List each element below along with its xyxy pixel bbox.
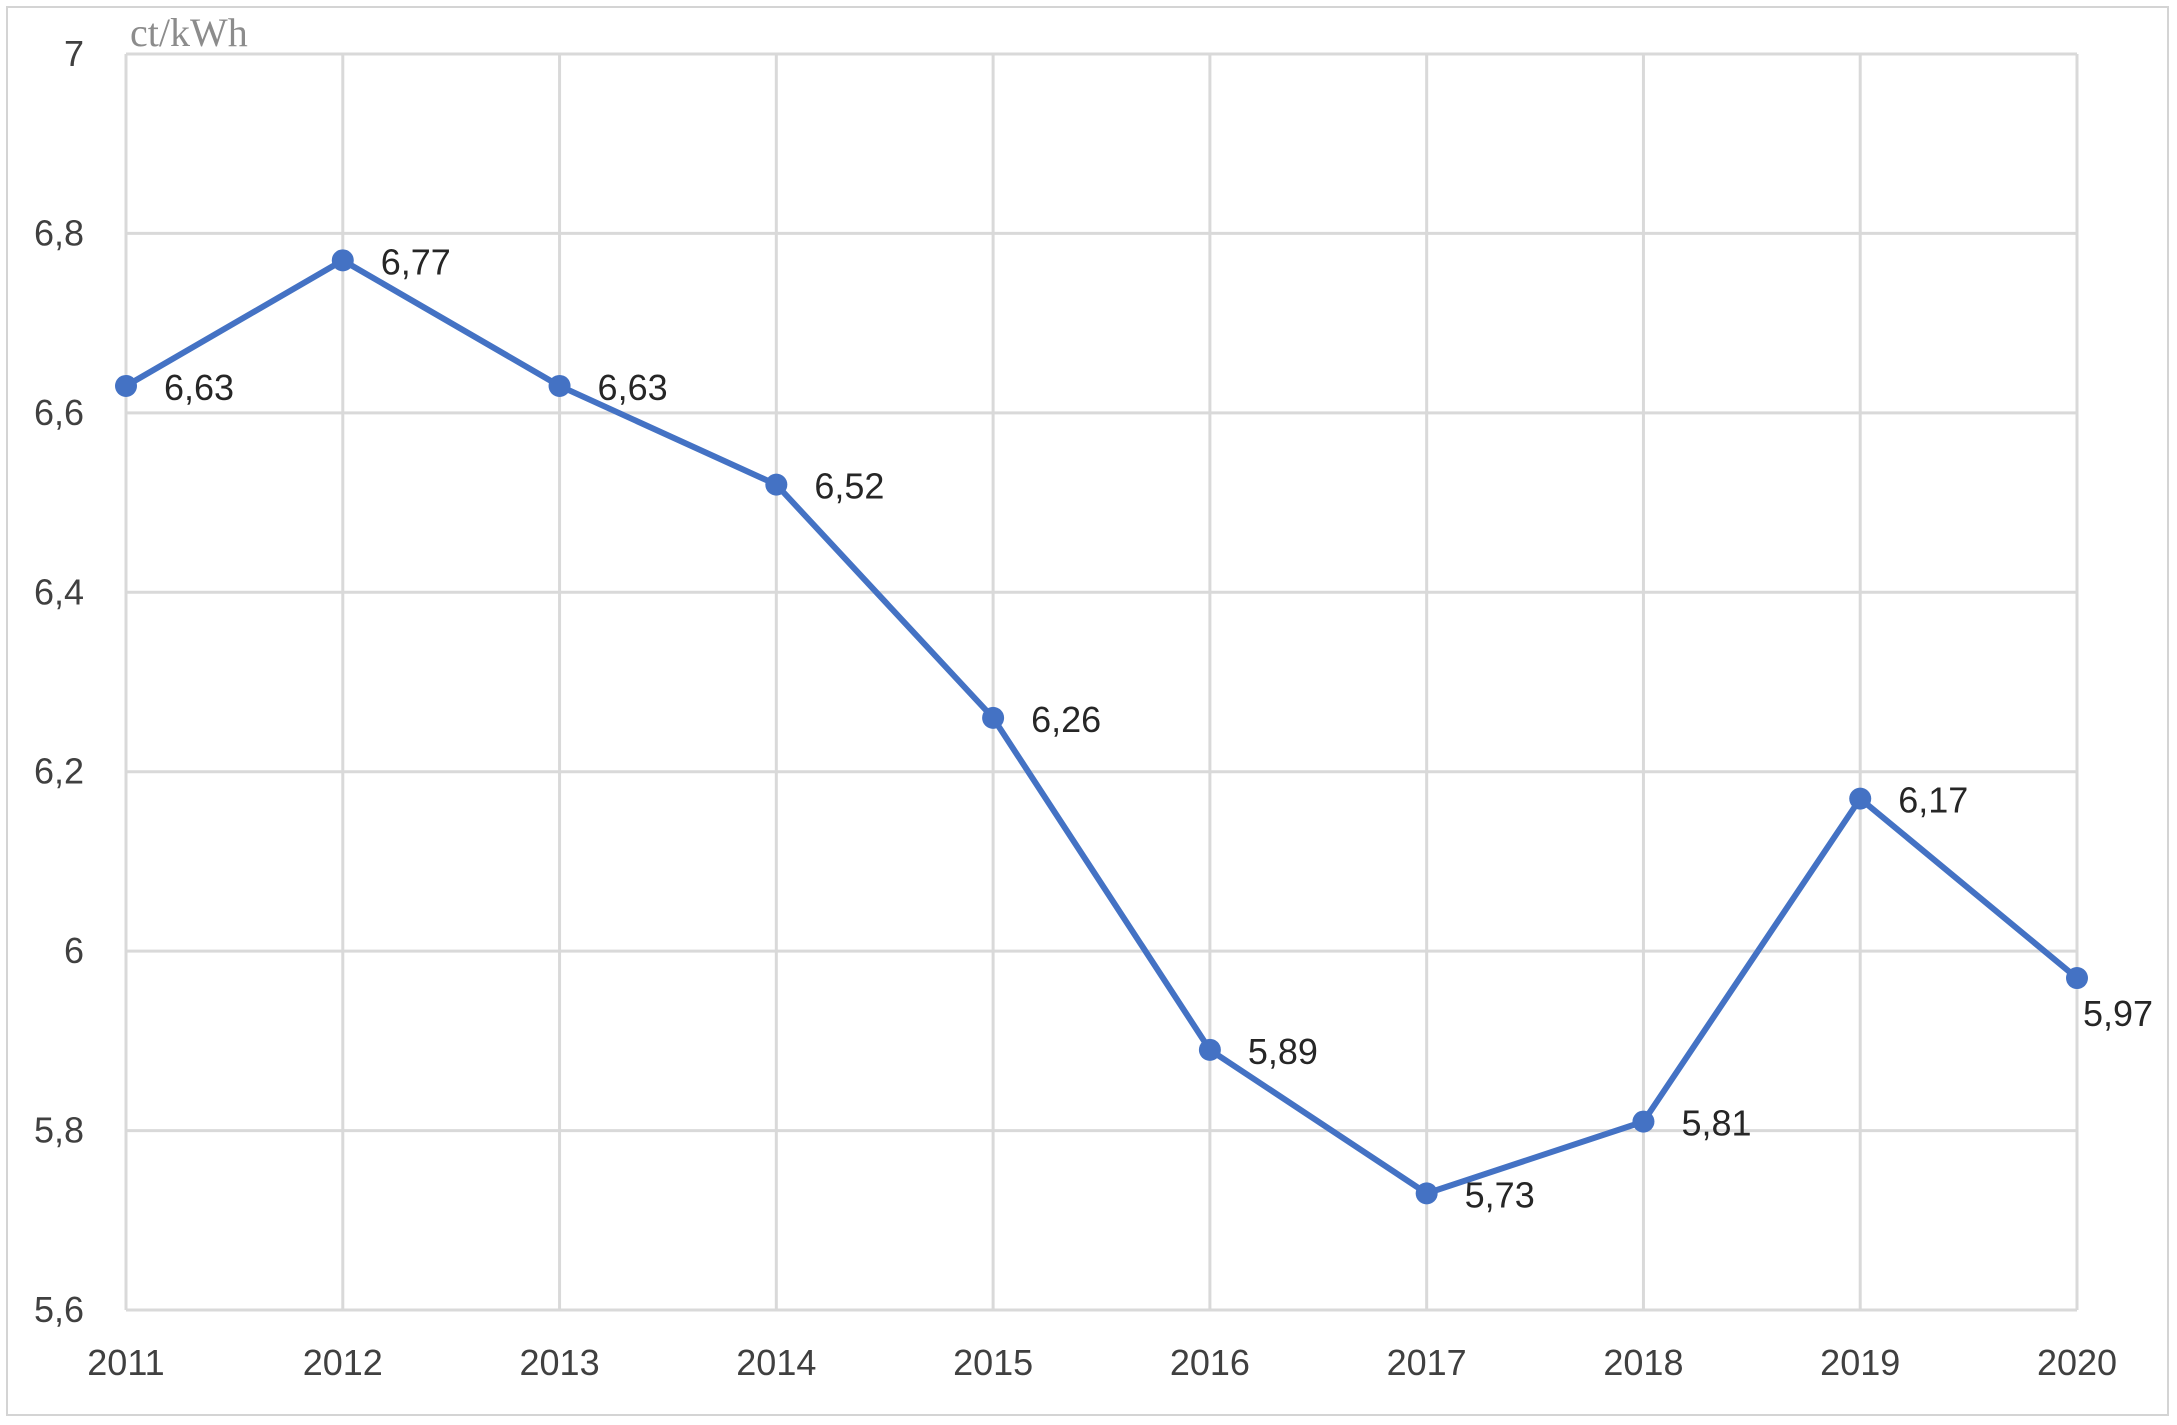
data-point — [548, 374, 571, 397]
data-label: 5,89 — [1248, 1031, 1318, 1072]
y-axis-unit-label: ct/kWh — [130, 10, 248, 55]
data-labels: 6,63 6,77 6,63 6,52 6,26 5,89 5,73 5,81 6,17 5,97 — [164, 241, 2153, 1215]
data-point — [1415, 1182, 1438, 1205]
data-label: 6,17 — [1898, 780, 1968, 821]
x-tick-label: 2019 — [1820, 1342, 1900, 1383]
data-label: 6,77 — [381, 241, 451, 282]
data-label: 6,26 — [1031, 699, 1101, 740]
x-tick-label: 2015 — [953, 1342, 1033, 1383]
y-tick-label: 6,8 — [34, 212, 84, 253]
data-label: 6,52 — [814, 466, 884, 507]
x-tick-label: 2011 — [87, 1342, 164, 1383]
data-point — [1849, 787, 1872, 810]
x-tick-label: 2013 — [520, 1342, 600, 1383]
x-tick-label: 2012 — [303, 1342, 383, 1383]
y-tick-label: 5,8 — [34, 1110, 84, 1151]
data-point — [765, 473, 788, 496]
y-tick-label: 6,2 — [34, 751, 84, 792]
data-point — [1198, 1038, 1221, 1061]
data-point — [2066, 967, 2088, 990]
series-line-layer — [123, 257, 2080, 1197]
data-point — [1632, 1110, 1655, 1133]
data-label: 5,73 — [1465, 1174, 1535, 1215]
data-point — [115, 374, 137, 397]
data-label: 5,97 — [2083, 993, 2153, 1034]
chart-frame — [6, 6, 2169, 1416]
y-tick-label: 6 — [64, 930, 84, 971]
x-tick-label: 2017 — [1387, 1342, 1467, 1383]
data-points — [115, 249, 2088, 1205]
axes: 5,6 5,8 6 6,2 6,4 6,6 6,8 7 2011 2012 2013 2014 2015… — [34, 33, 2117, 1383]
series-line — [123, 257, 2080, 1197]
data-label: 6,63 — [598, 367, 668, 408]
x-tick-label: 2016 — [1170, 1342, 1250, 1383]
y-tick-label: 7 — [64, 33, 84, 74]
data-label: 5,81 — [1681, 1103, 1751, 1144]
data-point — [982, 706, 1005, 729]
y-tick-label: 5,6 — [34, 1289, 84, 1330]
x-tick-label: 2020 — [2037, 1342, 2117, 1383]
data-point — [331, 249, 354, 272]
y-tick-label: 6,6 — [34, 392, 84, 433]
y-tick-label: 6,4 — [34, 571, 84, 612]
data-label: 6,63 — [164, 367, 234, 408]
x-tick-label: 2014 — [736, 1342, 816, 1383]
x-tick-label: 2018 — [1603, 1342, 1683, 1383]
